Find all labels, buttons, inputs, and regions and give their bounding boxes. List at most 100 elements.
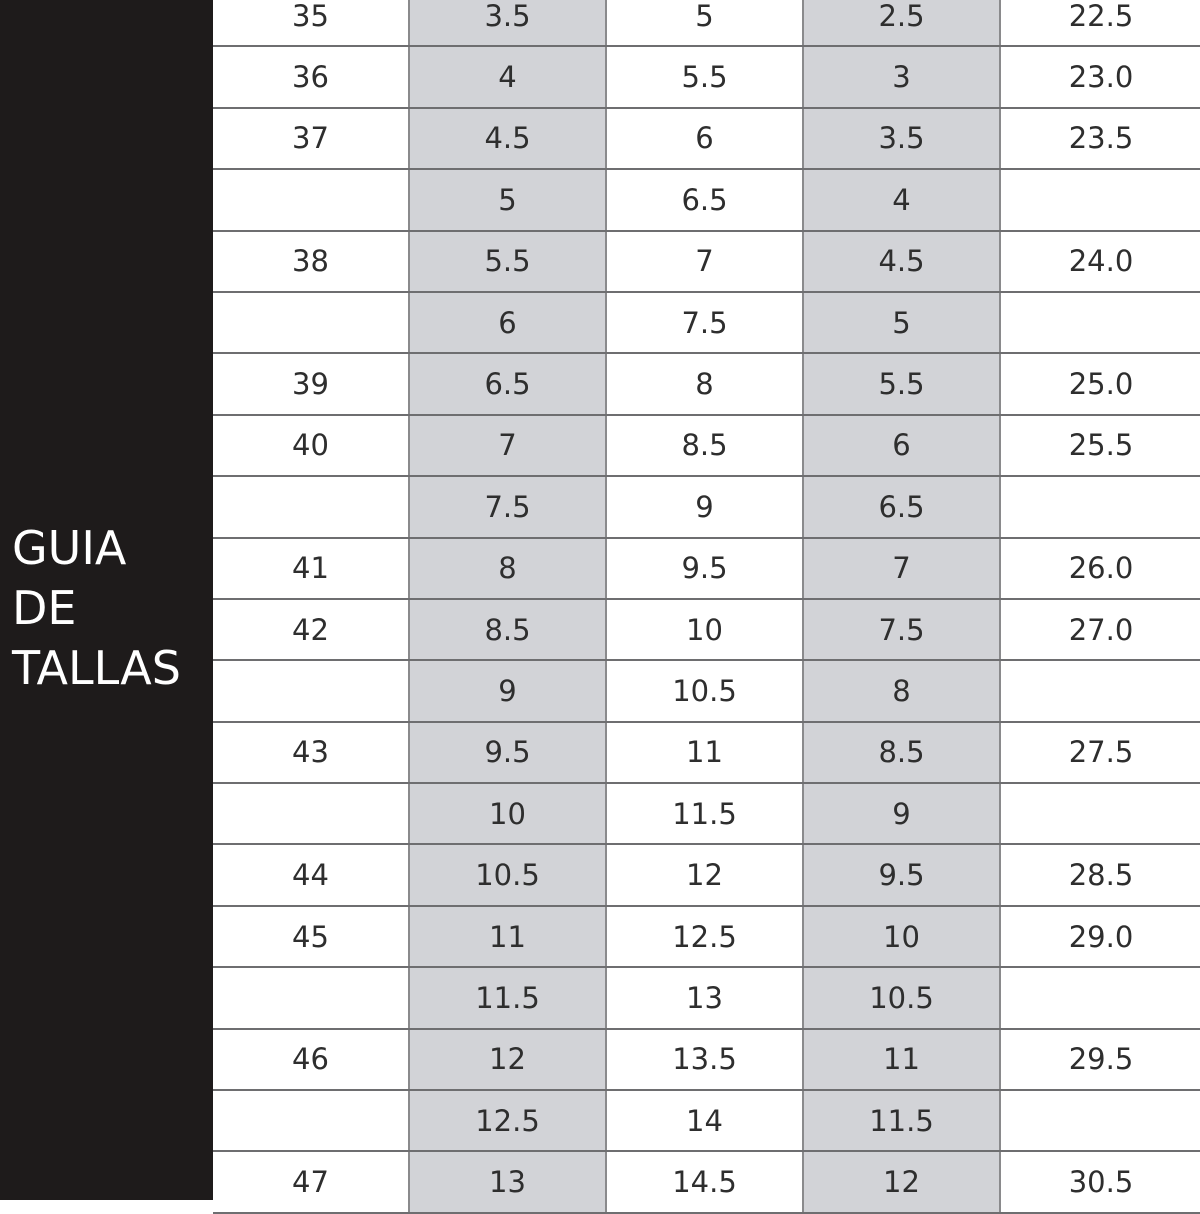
table-cell: 12: [410, 1029, 607, 1090]
table-cell: 37: [213, 108, 410, 169]
table-cell: 8: [804, 661, 1001, 721]
table-cell: 25.5: [1068, 428, 1134, 463]
table-cell: 6: [607, 108, 804, 169]
table-cell: 7.5: [607, 292, 804, 353]
table-cell: 8.5: [804, 722, 1001, 783]
table-cell: [1001, 477, 1200, 536]
table-row: 35 3.5 5 2.5 22.5: [213, 0, 1200, 48]
table-row: 9 10.5 8: [213, 661, 1200, 723]
table-cell: 11.5: [410, 968, 607, 1028]
table-row: 39 6.5 8 5.5 25.0: [213, 354, 1200, 416]
table-cell: [213, 170, 410, 230]
table-cell: 10: [410, 784, 607, 844]
chart-title: GUIA DE TALLAS: [12, 521, 181, 695]
table-cell: 5.5: [410, 231, 607, 291]
table-cell: 8: [607, 354, 804, 414]
table-cell: 12.5: [410, 1091, 607, 1151]
table-cell: 7: [607, 231, 804, 291]
table-cell: 6: [410, 292, 607, 353]
table-cell: 45: [213, 906, 410, 967]
table-row: 40 7 8.5 6 25.5: [213, 415, 1200, 478]
table-row: 42 8.5 10 7.5 27.0: [213, 599, 1200, 662]
table-cell: 11.5: [804, 1091, 1001, 1151]
table-cell: 5.5: [804, 354, 1001, 414]
table-cell: 11: [804, 1029, 1001, 1090]
table-cell: 3.5: [410, 0, 607, 46]
table-row: 47 13 14.5 12 30.5: [213, 1152, 1200, 1214]
table-cell: 13: [607, 968, 804, 1028]
table-cell: 30.5: [1068, 1165, 1134, 1200]
table-cell: 2.5: [804, 0, 1001, 46]
table-row: 37 4.5 6 3.5 23.5: [213, 108, 1200, 171]
table-row: 45 11 12.5 10 29.0: [213, 906, 1200, 969]
table-cell: 11.5: [607, 784, 804, 844]
table-row: 36 4 5.5 3 23.0: [213, 47, 1200, 109]
table-row: 44 10.5 12 9.5 28.5: [213, 845, 1200, 907]
table-cell: [1001, 170, 1200, 229]
table-cell: 9: [804, 784, 1001, 844]
table-cell: 14: [607, 1091, 804, 1151]
table-cell: 3: [804, 47, 1001, 107]
table-cell: 39: [213, 354, 410, 414]
size-table: 35 3.5 5 2.5 22.5 36 4 5.5 3 23.0 37 4.5 6 3.5 23.5 5 6.…: [213, 0, 1200, 1214]
table-cell: 13: [410, 1152, 607, 1212]
table-cell: 7.5: [410, 477, 607, 537]
table-cell: 10.5: [410, 845, 607, 905]
table-cell: 38: [213, 231, 410, 291]
table-cell: 23.0: [1068, 60, 1134, 95]
table-cell: 27.5: [1068, 735, 1134, 770]
table-cell: 9.5: [804, 845, 1001, 905]
table-cell: 29.5: [1068, 1042, 1134, 1077]
table-cell: 6.5: [804, 477, 1001, 537]
table-cell: 35: [213, 0, 410, 46]
table-cell: 7: [410, 415, 607, 476]
table-cell: 43: [213, 722, 410, 783]
sidebar-banner: GUIA DE TALLAS: [0, 0, 213, 1200]
table-cell: 22.5: [1068, 0, 1134, 33]
table-cell: 44: [213, 845, 410, 905]
table-cell: [1001, 968, 1200, 1027]
table-cell: [213, 292, 410, 353]
table-row: 41 8 9.5 7 26.0: [213, 538, 1200, 600]
table-cell: 25.0: [1068, 367, 1134, 402]
table-cell: 6: [804, 415, 1001, 476]
table-cell: 10: [607, 599, 804, 660]
table-cell: 46: [213, 1029, 410, 1090]
table-cell: 3.5: [804, 108, 1001, 169]
table-row: 12.5 14 11.5: [213, 1091, 1200, 1153]
table-cell: [213, 968, 410, 1028]
table-cell: 8.5: [410, 599, 607, 660]
table-cell: 42: [213, 599, 410, 660]
table-row: 6 7.5 5: [213, 292, 1200, 355]
table-cell: 41: [213, 538, 410, 598]
table-cell: 8: [410, 538, 607, 598]
table-row: 11.5 13 10.5: [213, 968, 1200, 1030]
table-cell: 5: [804, 292, 1001, 353]
table-cell: 10: [804, 906, 1001, 967]
table-cell: 23.5: [1068, 121, 1134, 156]
table-cell: 47: [213, 1152, 410, 1212]
table-cell: 12: [804, 1152, 1001, 1212]
table-cell: 5: [410, 170, 607, 230]
table-cell: [1001, 293, 1200, 352]
table-row: 46 12 13.5 11 29.5: [213, 1029, 1200, 1092]
table-cell: 9.5: [607, 538, 804, 598]
table-cell: [1001, 784, 1200, 843]
table-cell: 14.5: [607, 1152, 804, 1212]
table-cell: 10.5: [804, 968, 1001, 1028]
table-cell: 4.5: [804, 231, 1001, 291]
table-cell: 4: [410, 47, 607, 107]
table-cell: 10.5: [607, 661, 804, 721]
table-cell: 7: [804, 538, 1001, 598]
table-cell: 4: [804, 170, 1001, 230]
table-row: 7.5 9 6.5: [213, 477, 1200, 539]
table-cell: 8.5: [607, 415, 804, 476]
table-cell: 5.5: [607, 47, 804, 107]
table-cell: 9: [607, 477, 804, 537]
table-cell: 12.5: [607, 906, 804, 967]
table-cell: 27.0: [1068, 612, 1134, 647]
table-cell: 28.5: [1068, 858, 1134, 893]
table-cell: 24.0: [1068, 244, 1134, 279]
table-cell: 11: [410, 906, 607, 967]
table-cell: 40: [213, 415, 410, 476]
